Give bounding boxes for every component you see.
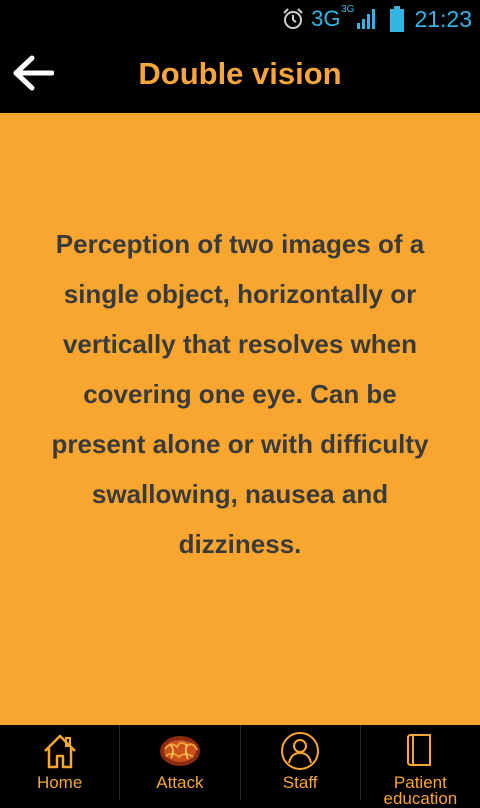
page-title: Double vision (138, 56, 342, 91)
nav-item-attack[interactable]: Attack (120, 725, 241, 800)
person-icon (280, 731, 320, 771)
nav-item-patient-education[interactable]: Patient education (361, 725, 480, 807)
nav-label-patient-education: Patient education (383, 773, 458, 808)
book-icon (405, 731, 435, 771)
status-icons: 3G 3G 21:23 (281, 4, 472, 34)
nav-label-attack: Attack (156, 773, 204, 792)
arrow-left-icon (12, 55, 55, 96)
battery-icon (390, 6, 405, 32)
nav-label-staff: Staff (282, 773, 318, 792)
nav-item-staff[interactable]: Staff (241, 725, 361, 800)
app-header: Double vision (0, 38, 480, 113)
content-panel: Perception of two images of a single obj… (0, 113, 480, 725)
back-button[interactable] (10, 52, 56, 98)
bottom-navigation: Home Attack Staff (0, 725, 480, 807)
brain-icon (157, 731, 203, 771)
nav-item-home[interactable]: Home (0, 725, 121, 800)
symptom-description: Perception of two images of a single obj… (51, 229, 429, 559)
network-type-label: 3G 3G (311, 4, 355, 31)
alarm-clock-icon (281, 7, 305, 31)
status-clock: 21:23 (414, 5, 472, 32)
home-icon (40, 731, 80, 771)
signal-strength-icon (356, 7, 376, 31)
nav-label-home: Home (36, 773, 83, 792)
status-bar: 3G 3G 21:23 (0, 0, 480, 38)
